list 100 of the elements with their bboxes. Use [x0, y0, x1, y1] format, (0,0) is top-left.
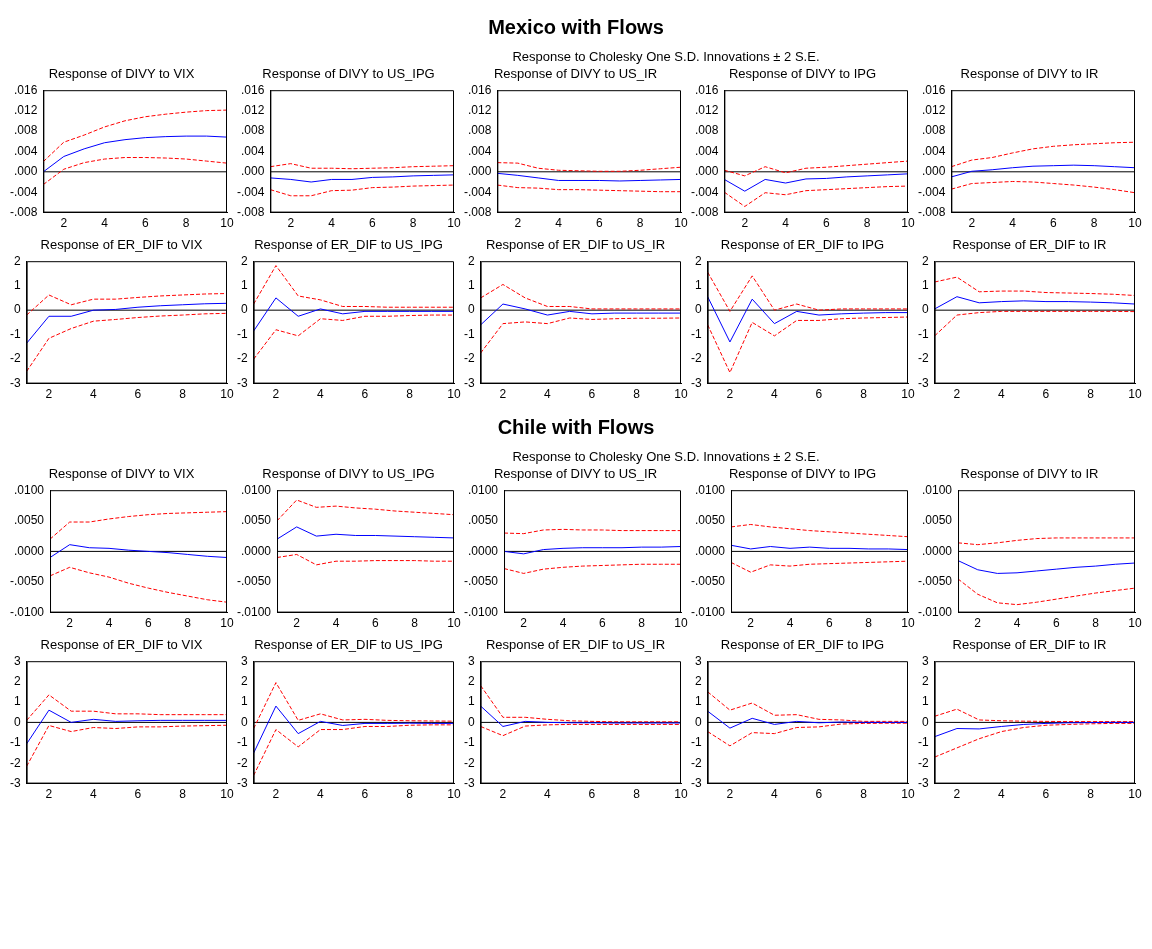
x-tick-label: 6 [826, 616, 833, 631]
y-tick-label: 1 [13, 277, 21, 292]
x-tick-label: 2 [747, 616, 755, 631]
x-tick-label: 2 [514, 216, 522, 231]
x-tick-label: 10 [674, 787, 688, 802]
x-tick-label: 4 [328, 216, 336, 231]
x-tick-label: 8 [863, 216, 871, 231]
y-tick-label: -1 [10, 735, 21, 750]
x-tick-label: 4 [544, 387, 552, 402]
y-tick-label: 0 [13, 714, 21, 729]
x-tick-label: 8 [406, 387, 414, 402]
y-tick-label: 1 [921, 277, 929, 292]
chart-title: Response of DIVY to IPG [727, 466, 878, 481]
x-tick-label: 6 [588, 387, 596, 402]
x-tick-label: 2 [520, 616, 528, 631]
x-tick-label: 10 [220, 216, 234, 231]
y-tick-label: -1 [237, 326, 248, 341]
y-tick-label: .004 [694, 143, 719, 158]
y-tick-label: 1 [694, 694, 702, 709]
y-tick-label: 3 [694, 653, 702, 668]
y-tick-label: 0 [13, 302, 21, 317]
chart-title: Response of ER_DIF to IR [951, 237, 1108, 252]
x-tick-label: 8 [633, 387, 641, 402]
y-tick-label: -1 [237, 735, 248, 750]
x-tick-label: 4 [771, 387, 779, 402]
y-tick-label: .0100 [921, 482, 953, 497]
x-tick-label: 4 [90, 387, 98, 402]
x-tick-label: 6 [134, 387, 142, 402]
chart-title: Response of DIVY to US_IPG [261, 66, 436, 81]
y-tick-label: -1 [918, 735, 929, 750]
x-tick-label: 8 [406, 787, 414, 802]
y-tick-label: -.0100 [9, 604, 45, 619]
y-tick-label: .008 [240, 123, 265, 138]
y-tick-label: .000 [694, 164, 719, 179]
y-tick-label: .008 [467, 123, 492, 138]
y-tick-label: .012 [13, 102, 38, 117]
y-tick-label: -.0100 [690, 604, 726, 619]
y-tick-label: 0 [694, 714, 702, 729]
chart-title: Response of DIVY to US_IR [492, 466, 659, 481]
x-tick-label: 6 [369, 216, 377, 231]
text: Mexico with Flows [487, 16, 665, 39]
y-tick-label: 3 [921, 653, 929, 668]
y-tick-label: -.004 [690, 184, 719, 199]
y-tick-label: -2 [10, 351, 21, 366]
y-tick-label: -.004 [236, 184, 265, 199]
x-tick-label: 8 [865, 616, 873, 631]
x-tick-label: 2 [287, 216, 295, 231]
y-tick-label: 2 [694, 673, 702, 688]
x-tick-label: 8 [182, 216, 190, 231]
x-tick-label: 4 [559, 616, 567, 631]
y-tick-label: -3 [918, 375, 929, 390]
y-tick-label: 0 [921, 714, 929, 729]
y-tick-label: .0000 [467, 543, 499, 558]
y-tick-label: 3 [240, 653, 248, 668]
y-tick-label: -.0100 [236, 604, 272, 619]
y-tick-label: .008 [13, 123, 38, 138]
x-tick-label: 10 [447, 616, 461, 631]
x-tick-label: 10 [220, 616, 234, 631]
x-tick-label: 6 [142, 216, 150, 231]
chart-title: Response of DIVY to VIX [47, 66, 196, 81]
y-tick-label: .0050 [240, 513, 272, 528]
x-tick-label: 6 [1042, 387, 1050, 402]
y-tick-label: -2 [691, 351, 702, 366]
y-tick-label: .0050 [467, 513, 499, 528]
x-tick-label: 8 [1090, 216, 1098, 231]
x-tick-label: 10 [674, 387, 688, 402]
y-tick-label: -.008 [236, 204, 265, 219]
x-tick-label: 6 [599, 616, 606, 631]
chart-title: Response of ER_DIF to IPG [719, 237, 886, 252]
text: Response to Cholesky One S.D. Innovations ± 2 S.E. [511, 449, 821, 464]
y-tick-label: -3 [237, 375, 248, 390]
y-tick-label: 0 [467, 302, 475, 317]
y-tick-label: -2 [237, 755, 248, 770]
y-tick-label: 1 [467, 694, 475, 709]
chart-title: Response of DIVY to IPG [727, 66, 878, 81]
y-tick-label: 2 [13, 673, 21, 688]
x-tick-label: 6 [815, 387, 823, 402]
y-tick-label: -1 [10, 326, 21, 341]
y-tick-label: .004 [240, 143, 265, 158]
x-tick-label: 4 [998, 787, 1006, 802]
chart-title: Response of DIVY to IR [959, 466, 1100, 481]
chart-title: Response of DIVY to US_IPG [261, 466, 436, 481]
y-tick-label: .012 [240, 102, 265, 117]
y-tick-label: 2 [921, 253, 929, 268]
y-tick-label: 2 [694, 253, 702, 268]
y-tick-label: .000 [467, 164, 492, 179]
y-tick-label: -.0100 [917, 604, 953, 619]
text: Chile with Flows [496, 416, 656, 439]
y-tick-label: .0000 [240, 543, 272, 558]
y-tick-label: .000 [921, 164, 946, 179]
y-tick-label: -1 [464, 735, 475, 750]
x-tick-label: 6 [361, 787, 369, 802]
y-tick-label: -.0100 [463, 604, 499, 619]
y-tick-label: -.008 [463, 204, 492, 219]
y-tick-label: -.004 [463, 184, 492, 199]
y-tick-label: -3 [691, 375, 702, 390]
x-tick-label: 8 [633, 787, 641, 802]
y-tick-label: -1 [691, 326, 702, 341]
x-tick-label: 4 [1013, 616, 1021, 631]
y-tick-label: 2 [240, 673, 248, 688]
